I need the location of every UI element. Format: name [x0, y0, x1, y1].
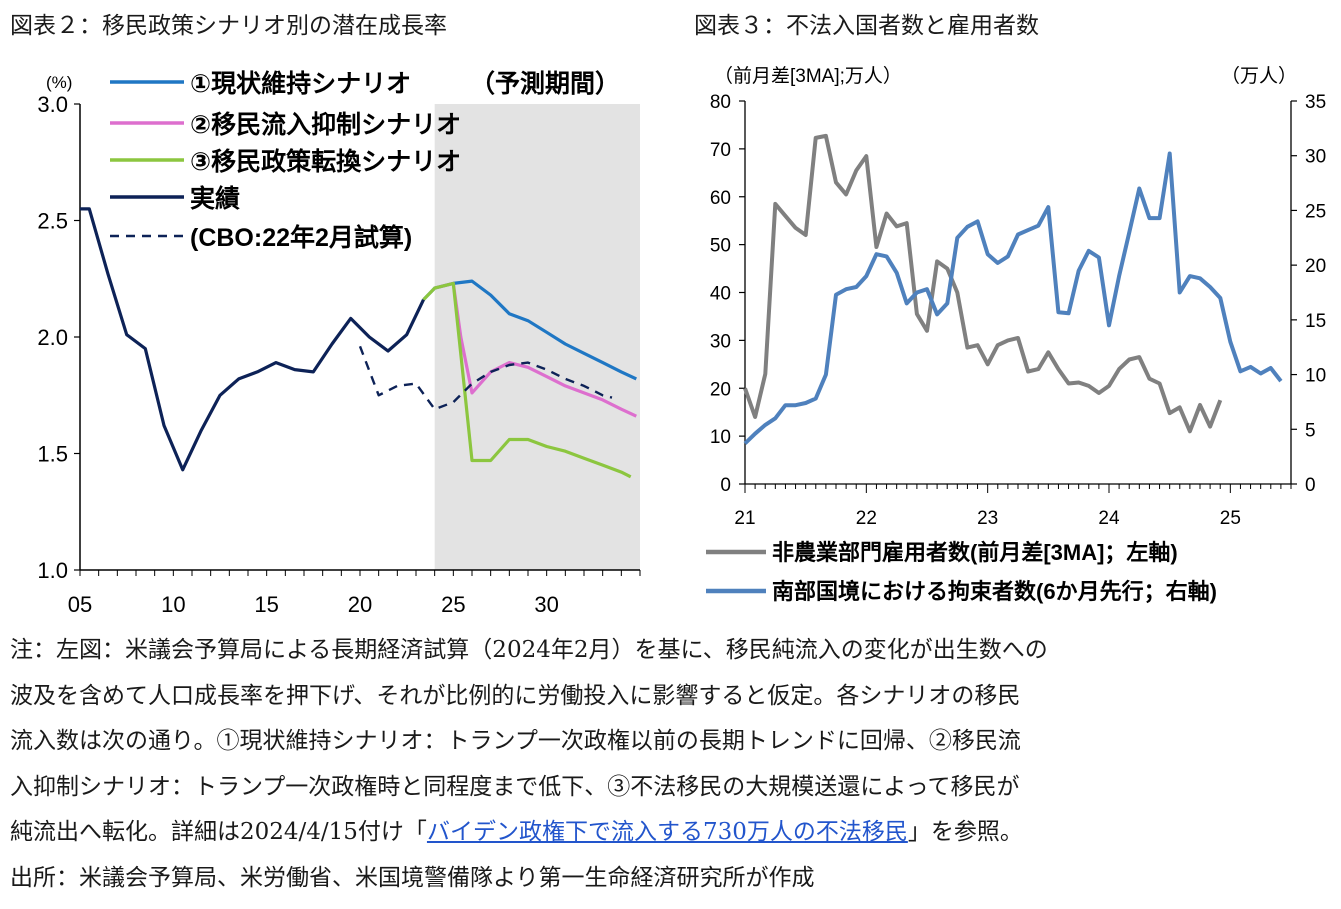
left-chart: 1.0 1.5 2.0 2.5 3.0(%) 05 10 15 20 25 30 ①現状維持シナリオ ②…: [37, 69, 641, 617]
y-tick-label: 1.5: [37, 442, 68, 467]
right-tick-label: 25: [1305, 201, 1326, 222]
left-tick-label: 70: [710, 140, 731, 161]
right-tick-label: 5: [1305, 420, 1316, 441]
left-tick-label: 10: [710, 427, 731, 448]
series-line-5: [358, 345, 613, 411]
right-tick-label: 15: [1305, 311, 1326, 332]
y-tick-label: 3.0: [37, 92, 68, 117]
right-tick-label: 20: [1305, 256, 1326, 277]
x-tick-label: 23: [977, 508, 998, 529]
x-tick-label: 20: [348, 592, 372, 617]
series-line-2: [743, 151, 1283, 445]
x-tick-label: 25: [1220, 508, 1241, 529]
left-tick-label: 20: [710, 379, 731, 400]
y-tick-label: 2.0: [37, 325, 68, 350]
legend-label-5: (CBO:22年2月試算): [190, 223, 412, 252]
x-tick-label: 15: [254, 592, 278, 617]
forecast-period-label: （予測期間）: [470, 69, 620, 98]
series-line-2: [434, 281, 637, 418]
left-axis-unit: （前月差[3MA];万人）: [714, 65, 902, 87]
y-axis-unit: (%): [46, 73, 72, 92]
left-tick-label: 0: [720, 475, 731, 496]
x-tick-label: 24: [1098, 508, 1120, 529]
note-line-3: 流入数は次の通り。①現状維持シナリオ：トランプ一次政権以前の長期トレンドに回帰、…: [10, 728, 1021, 754]
right-tick-label: 30: [1305, 147, 1326, 168]
right-tick-label: 10: [1305, 366, 1326, 387]
x-tick-label: 05: [68, 592, 92, 617]
note-line-5-tail: 」を参照。: [907, 819, 1023, 845]
x-tick-label: 22: [856, 508, 877, 529]
right-axis-unit: （万人）: [1221, 65, 1297, 87]
note-line-4: 入抑制シナリオ：トランプ一次政権時と同程度まで低下、③不法移民の大規模送還によっ…: [10, 773, 1020, 800]
series-line-4: [80, 207, 425, 472]
left-tick-label: 60: [710, 188, 731, 209]
legend-label-2: 南部国境における拘束者数(6か月先行；右軸): [772, 579, 1217, 604]
left-tick-label: 40: [710, 284, 731, 305]
left-tick-label: 80: [710, 92, 731, 113]
left-chart-title: 図表２：移民政策シナリオ別の潜在成長率: [10, 13, 447, 39]
series-line-3: [422, 281, 632, 479]
forecast-shade: [434, 104, 640, 570]
source-line: 出所：米議会予算局、米労働省、米国境警備隊より第一生命経済研究所が作成: [10, 864, 815, 891]
right-chart: 0 10 20 30 40 50 60 70 80 0 5 10 15 20 25 30 35 （前月差[3MA]…: [706, 65, 1326, 604]
legend-label-1: 非農業部門雇用者数(前月差[3MA]；左軸): [772, 540, 1178, 565]
legend-label-1: ①現状維持シナリオ: [190, 69, 411, 98]
x-tick-label: 21: [734, 508, 755, 529]
x-tick-label: 25: [441, 592, 465, 617]
y-tick-label: 1.0: [37, 558, 68, 583]
x-tick-label: 10: [161, 592, 185, 617]
report-link[interactable]: バイデン政権下で流入する730万人の不法移民: [426, 819, 908, 845]
left-tick-label: 30: [710, 331, 731, 352]
y-tick-label: 2.5: [37, 209, 68, 234]
note-line-5: 純流出へ転化。詳細は2024/4/15付け「バイデン政権下で流入する730万人の…: [10, 810, 1330, 856]
legend-label-4: 実績: [190, 184, 240, 213]
note-line-5-text: 純流出へ転化。詳細は2024/4/15付け「: [10, 819, 427, 845]
right-tick-label: 35: [1305, 92, 1326, 113]
notes: 注：左図：米議会予算局による長期経済試算（2024年2月）を基に、移民純流入の変…: [10, 628, 1330, 901]
x-tick-label: 30: [534, 592, 558, 617]
note-line-2: 波及を含めて人口成長率を押下げ、それが比例的に労働投入に影響すると仮定。各シナリ…: [10, 682, 1021, 709]
legend-label-3: ③移民政策転換シナリオ: [190, 147, 461, 176]
series-line-1: [743, 133, 1223, 434]
right-tick-label: 0: [1305, 475, 1316, 496]
left-tick-label: 50: [710, 236, 731, 257]
legend-label-2: ②移民流入抑制シナリオ: [190, 111, 461, 139]
note-line-1: 注：左図：米議会予算局による長期経済試算（2024年2月）を基に、移民純流入の変…: [10, 637, 1048, 663]
right-chart-title: 図表３：不法入国者数と雇用者数: [694, 13, 1039, 39]
